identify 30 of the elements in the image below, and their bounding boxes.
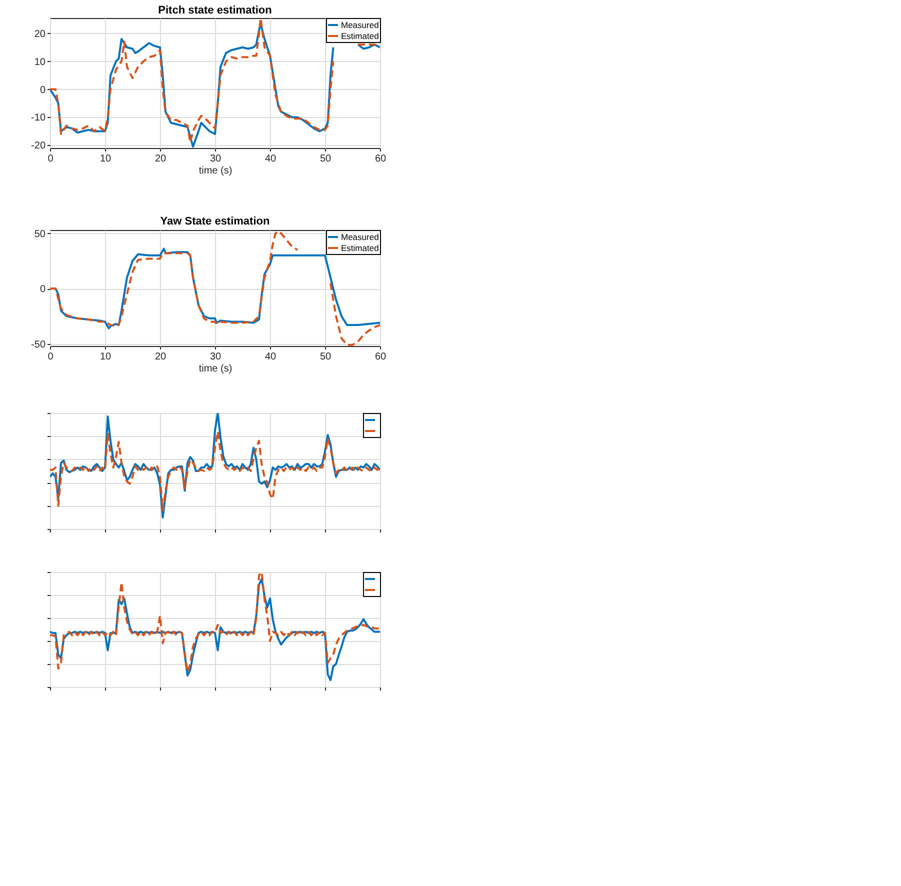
y-tick-label: 50 — [34, 228, 46, 240]
y-tick-label: 0 — [40, 84, 46, 96]
x-tick-label: 30 — [210, 154, 222, 164]
x-axis-title: time (s) — [198, 364, 232, 374]
x-tick-label: 20 — [154, 352, 166, 362]
x-tick-label: 40 — [264, 154, 276, 164]
chart-title: Yaw State estimation — [160, 215, 270, 228]
legend-label: Measured — [341, 20, 380, 30]
x-tick-label: 50 — [320, 154, 332, 164]
legend-label: Estimated — [341, 31, 380, 41]
x-tick-label: 40 — [264, 352, 276, 362]
x-tick-label: 30 — [210, 352, 222, 362]
y-tick-label: -50 — [31, 339, 46, 350]
x-axis-title: time (s) — [198, 166, 232, 176]
x-tick-label: 50 — [320, 352, 332, 362]
y-tick-label: 10 — [34, 56, 46, 68]
x-tick-label: 0 — [48, 154, 54, 164]
x-tick-label: 60 — [374, 352, 386, 362]
y-tick-label: -10 — [31, 112, 46, 124]
x-tick-label: 10 — [100, 154, 112, 164]
chart-title: Pitch state estimation — [158, 4, 272, 16]
x-tick-label: 20 — [154, 154, 166, 164]
x-tick-label: 10 — [100, 352, 112, 362]
legend-label: Measured — [341, 232, 380, 242]
y-tick-label: 20 — [34, 28, 46, 40]
y-tick-label: 0 — [40, 284, 46, 296]
x-tick-label: 60 — [374, 154, 386, 164]
legend-label: Estimated — [341, 243, 380, 253]
x-tick-label: 0 — [48, 352, 54, 362]
y-tick-label: -20 — [31, 140, 46, 152]
